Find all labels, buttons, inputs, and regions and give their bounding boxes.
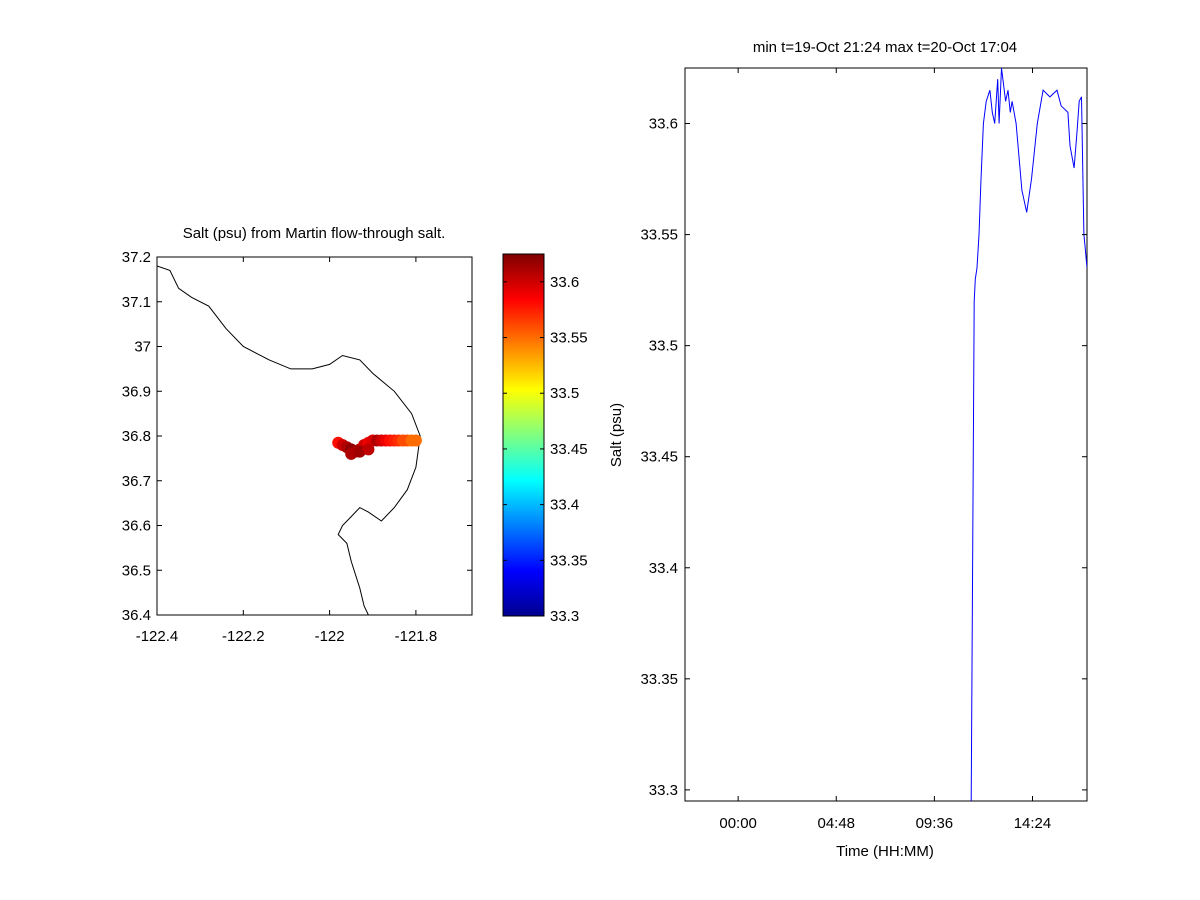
timeseries-x-tick-label: 00:00 (719, 815, 757, 832)
map-title: Salt (psu) from Martin flow-through salt… (183, 225, 446, 242)
timeseries-x-tick-label: 09:36 (916, 815, 954, 832)
timeseries-axes-box (684, 67, 1088, 802)
map-x-tick-label: -122 (315, 628, 345, 645)
timeseries-y-tick-label: 33.3 (649, 782, 678, 799)
timeseries-title: min t=19-Oct 21:24 max t=20-Oct 17:04 (753, 39, 1017, 56)
timeseries-y-tick-label: 33.35 (640, 671, 678, 688)
map-y-tick-label: 36.7 (122, 473, 151, 490)
timeseries-xlabel: Time (HH:MM) (836, 843, 934, 860)
salinity-point (409, 434, 422, 447)
timeseries-panel: min t=19-Oct 21:24 max t=20-Oct 17:04 00… (640, 39, 1088, 860)
colorbar-tick-label: 33.3 (550, 608, 579, 625)
map-y-tick-label: 37.1 (122, 294, 151, 311)
map-x-ticks: -122.4 -122.2 -122 -121.8 (136, 257, 437, 645)
colorbar-tick-label: 33.4 (550, 497, 579, 514)
salinity-point (362, 443, 375, 456)
colorbar-tick-label: 33.5 (550, 385, 579, 402)
map-y-tick-label: 36.8 (122, 428, 151, 445)
timeseries-x-tick-label: 14:24 (1014, 815, 1052, 832)
timeseries-y-tick-label: 33.45 (640, 449, 678, 466)
coastline (157, 265, 421, 615)
timeseries-y-ticks: 33.3 33.35 33.4 33.45 33.5 33.55 33.6 (640, 116, 1087, 799)
colorbar-tick-label: 33.45 (550, 441, 588, 458)
colorbar-gradient (502, 253, 545, 617)
colorbar: 33.3 33.35 33.4 33.45 33.5 33.55 33.6 Salt (ps… (502, 253, 625, 625)
map-y-tick-label: 36.6 (122, 518, 151, 535)
colorbar-ticks: 33.3 33.35 33.4 33.45 33.5 33.55 33.6 (503, 274, 588, 625)
colorbar-tick-label: 33.55 (550, 330, 588, 347)
timeseries-y-tick-label: 33.55 (640, 227, 678, 244)
map-y-tick-label: 36.4 (122, 607, 151, 624)
map-x-tick-label: -122.2 (222, 628, 265, 645)
map-y-tick-label: 37 (134, 339, 151, 356)
salt-series-line (970, 68, 1087, 801)
timeseries-y-tick-label: 33.4 (649, 560, 678, 577)
map-y-tick-label: 36.5 (122, 562, 151, 579)
salinity-points (332, 434, 422, 460)
colorbar-label: Salt (psu) (608, 403, 625, 467)
map-y-tick-label: 37.2 (122, 249, 151, 266)
map-y-tick-label: 36.9 (122, 383, 151, 400)
map-y-ticks: 36.4 36.5 36.6 36.7 36.8 36.9 37 37.1 37.2 (122, 249, 472, 624)
timeseries-x-ticks: 00:00 04:48 09:36 14:24 (719, 68, 1051, 832)
map-panel: Salt (psu) from Martin flow-through salt… (122, 225, 473, 645)
colorbar-tick-label: 33.6 (550, 274, 579, 291)
timeseries-y-tick-label: 33.6 (649, 116, 678, 133)
map-x-tick-label: -121.8 (395, 628, 438, 645)
timeseries-x-tick-label: 04:48 (817, 815, 855, 832)
timeseries-y-tick-label: 33.5 (649, 338, 678, 355)
map-x-tick-label: -122.4 (136, 628, 179, 645)
colorbar-tick-label: 33.35 (550, 552, 588, 569)
map-axes-box (156, 256, 473, 616)
